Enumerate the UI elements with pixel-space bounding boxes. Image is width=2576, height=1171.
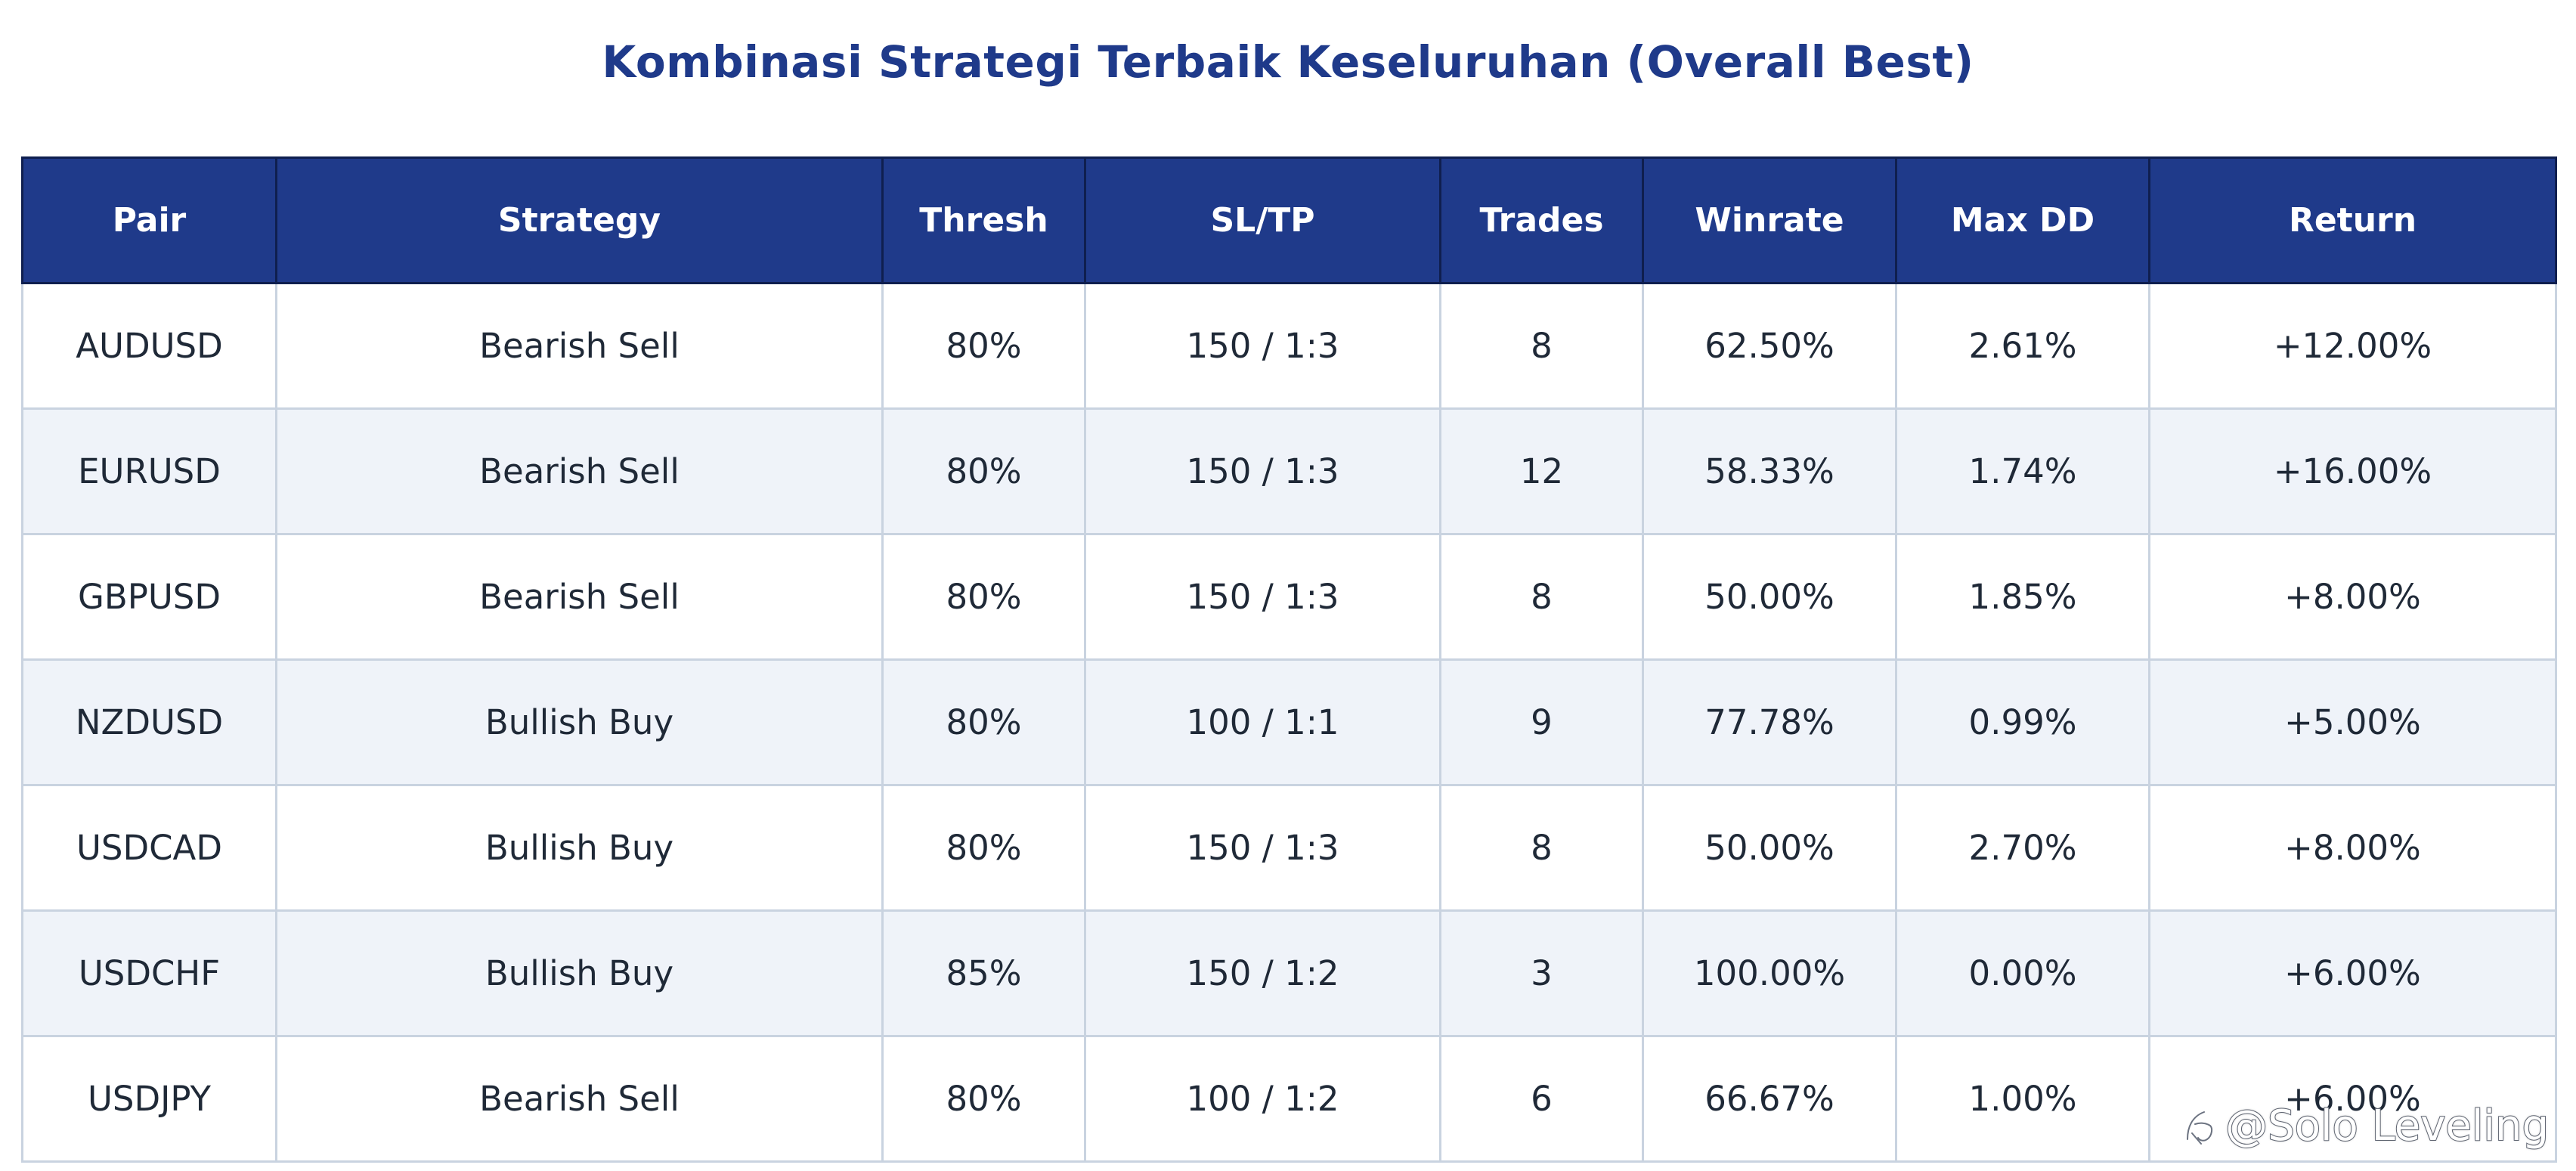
cell-strategy: Bearish Sell (275, 533, 884, 661)
cell-strategy: Bullish Buy (275, 784, 884, 912)
cell-return: +16.00% (2148, 407, 2557, 535)
cell-max-dd: 2.70% (1895, 784, 2150, 912)
cell-pair: USDCHF (21, 909, 277, 1037)
cell-max-dd: 2.61% (1895, 282, 2150, 410)
header-max-dd: Max DD (1895, 156, 2150, 284)
cell-strategy: Bullish Buy (275, 658, 884, 786)
cell-trades: 8 (1439, 282, 1644, 410)
cell-strategy: Bearish Sell (275, 1035, 884, 1163)
cell-return: +12.00% (2148, 282, 2557, 410)
cell-thresh: 80% (881, 282, 1086, 410)
cell-return: +6.00% (2148, 909, 2557, 1037)
table-row: NZDUSD Bullish Buy 80% 100 / 1:1 9 77.78% 0.99… (21, 658, 2557, 786)
table-row: EURUSD Bearish Sell 80% 150 / 1:3 12 58.33% 1.… (21, 407, 2557, 535)
cell-return: +6.00% (2148, 1035, 2557, 1163)
cell-strategy: Bullish Buy (275, 909, 884, 1037)
cell-return: +8.00% (2148, 533, 2557, 661)
cell-max-dd: 0.99% (1895, 658, 2150, 786)
cell-max-dd: 0.00% (1895, 909, 2150, 1037)
cell-winrate: 100.00% (1642, 909, 1897, 1037)
table-row: AUDUSD Bearish Sell 80% 150 / 1:3 8 62.50% 2.6… (21, 282, 2557, 410)
table-row: USDCAD Bullish Buy 80% 150 / 1:3 8 50.00% 2.70… (21, 784, 2557, 912)
cell-sl-tp: 150 / 1:3 (1084, 407, 1441, 535)
cell-trades: 3 (1439, 909, 1644, 1037)
cell-pair: GBPUSD (21, 533, 277, 661)
cell-return: +8.00% (2148, 784, 2557, 912)
cell-winrate: 66.67% (1642, 1035, 1897, 1163)
cell-trades: 12 (1439, 407, 1644, 535)
cell-sl-tp: 100 / 1:1 (1084, 658, 1441, 786)
cell-pair: NZDUSD (21, 658, 277, 786)
table-body: AUDUSD Bearish Sell 80% 150 / 1:3 8 62.50% 2.6… (21, 282, 2557, 1163)
cell-sl-tp: 150 / 1:3 (1084, 533, 1441, 661)
cell-winrate: 62.50% (1642, 282, 1897, 410)
watermark: @Solo Leveling (2181, 1095, 2550, 1156)
cell-trades: 8 (1439, 533, 1644, 661)
cell-thresh: 85% (881, 909, 1086, 1037)
cell-pair: USDJPY (21, 1035, 277, 1163)
header-row: Pair Strategy Thresh SL/TP Trades Winrat… (21, 156, 2557, 284)
results-table: Pair Strategy Thresh SL/TP Trades Winrat… (21, 156, 2557, 1163)
cell-sl-tp: 100 / 1:2 (1084, 1035, 1441, 1163)
cell-thresh: 80% (881, 784, 1086, 912)
cell-max-dd: 1.74% (1895, 407, 2150, 535)
cell-winrate: 58.33% (1642, 407, 1897, 535)
cell-sl-tp: 150 / 1:3 (1084, 784, 1441, 912)
cell-pair: EURUSD (21, 407, 277, 535)
table-row: USDCHF Bullish Buy 85% 150 / 1:2 3 100.00% 0.0… (21, 909, 2557, 1037)
header-winrate: Winrate (1642, 156, 1897, 284)
cell-sl-tp: 150 / 1:3 (1084, 282, 1441, 410)
header-return: Return (2148, 156, 2557, 284)
header-strategy: Strategy (275, 156, 884, 284)
cell-thresh: 80% (881, 407, 1086, 535)
header-thresh: Thresh (881, 156, 1086, 284)
cell-winrate: 50.00% (1642, 533, 1897, 661)
cell-return: +5.00% (2148, 658, 2557, 786)
table-row: USDJPY Bearish Sell 80% 100 / 1:2 6 66.67% 1.0… (21, 1035, 2557, 1163)
table-title: Kombinasi Strategi Terbaik Keseluruhan (… (602, 36, 1974, 88)
cell-winrate: 50.00% (1642, 784, 1897, 912)
cell-strategy: Bearish Sell (275, 282, 884, 410)
cell-trades: 6 (1439, 1035, 1644, 1163)
watermark-text: @Solo Leveling (2225, 1101, 2550, 1151)
cell-pair: USDCAD (21, 784, 277, 912)
cell-thresh: 80% (881, 658, 1086, 786)
header-pair: Pair (21, 156, 277, 284)
cell-max-dd: 1.00% (1895, 1035, 2150, 1163)
table-row: GBPUSD Bearish Sell 80% 150 / 1:3 8 50.00% 1.8… (21, 533, 2557, 661)
cell-max-dd: 1.85% (1895, 533, 2150, 661)
cell-thresh: 80% (881, 1035, 1086, 1163)
cell-trades: 9 (1439, 658, 1644, 786)
zhihu-logo-icon (2181, 1104, 2218, 1147)
cell-strategy: Bearish Sell (275, 407, 884, 535)
cell-sl-tp: 150 / 1:2 (1084, 909, 1441, 1037)
header-trades: Trades (1439, 156, 1644, 284)
header-sl-tp: SL/TP (1084, 156, 1441, 284)
cell-pair: AUDUSD (21, 282, 277, 410)
cell-winrate: 77.78% (1642, 658, 1897, 786)
cell-thresh: 80% (881, 533, 1086, 661)
cell-trades: 8 (1439, 784, 1644, 912)
